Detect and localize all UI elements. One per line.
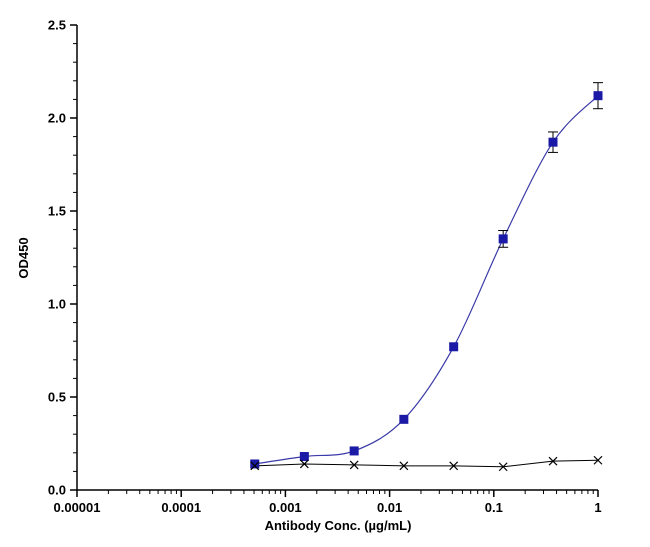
lines-layer bbox=[254, 95, 599, 468]
series-2-point-stroke bbox=[250, 461, 260, 471]
x-tick-label: 0.00001 bbox=[54, 500, 101, 515]
y-tick-label: 2.5 bbox=[48, 18, 66, 33]
x-axis-title: Antibody Conc. (µg/mL) bbox=[265, 518, 412, 533]
series-1-point bbox=[299, 452, 309, 462]
y-tick-label: 1.5 bbox=[48, 204, 66, 219]
series-1-point bbox=[399, 414, 409, 424]
y-tick-label: 0.5 bbox=[48, 390, 66, 405]
x-tick-label: 0.001 bbox=[269, 500, 302, 515]
x-tick-label: 1 bbox=[594, 500, 601, 515]
y-tick-label: 2.0 bbox=[48, 111, 66, 126]
series-2-point-stroke bbox=[349, 460, 359, 470]
series-2-point bbox=[299, 459, 309, 469]
axes-layer: Antibody Conc. (µg/mL) OD450 bbox=[16, 25, 598, 533]
series-2-point bbox=[449, 461, 459, 471]
y-axis-title: OD450 bbox=[16, 237, 31, 278]
series-2-point-stroke bbox=[299, 459, 309, 469]
x-tick-label: 0.1 bbox=[485, 500, 503, 515]
series-2-point bbox=[349, 460, 359, 470]
x-tick-label: 0.01 bbox=[377, 500, 402, 515]
x-tick-label: 0.0001 bbox=[161, 500, 201, 515]
y-tick-label: 0.0 bbox=[48, 483, 66, 498]
series-1-point bbox=[593, 91, 603, 101]
series-1-point bbox=[250, 459, 260, 469]
series-2-point-stroke bbox=[498, 462, 508, 472]
ticks-layer: 0.00001 0.0001 0.001 0.01 0.1 1 0.0 0.5 1.0 1.5 2.… bbox=[48, 18, 602, 516]
marks-layer bbox=[250, 82, 603, 472]
series-1-point bbox=[548, 137, 558, 147]
series-2-point bbox=[498, 462, 508, 472]
series-1-fit-curve bbox=[254, 95, 599, 465]
series-2-point-stroke bbox=[593, 455, 603, 465]
series-1-point bbox=[349, 446, 359, 456]
series-1-point bbox=[449, 342, 459, 352]
series-2-line bbox=[254, 459, 599, 468]
y-tick-label: 1.0 bbox=[48, 297, 66, 312]
series-2-point-stroke bbox=[399, 461, 409, 471]
series-2-point bbox=[548, 456, 558, 466]
series-2-point bbox=[250, 461, 260, 471]
series-1-point bbox=[498, 234, 508, 244]
series-2-point-stroke bbox=[548, 456, 558, 466]
series-2-point-stroke bbox=[449, 461, 459, 471]
series-2-point bbox=[399, 461, 409, 471]
series-2-point bbox=[593, 455, 603, 465]
